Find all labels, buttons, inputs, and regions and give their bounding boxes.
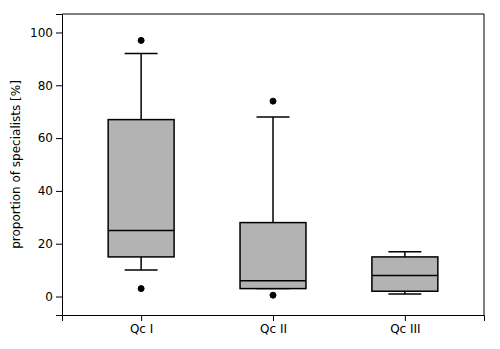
- y-axis-line: [56, 15, 63, 316]
- y-tick: 0: [45, 290, 62, 304]
- box-group: [240, 98, 306, 298]
- x-tick-mark: [141, 315, 142, 321]
- x-tick: Qc II: [260, 315, 287, 336]
- y-tick: 40: [38, 184, 62, 198]
- whisker-high: [404, 252, 406, 257]
- y-axis-title: proportion of specialists [%]: [9, 80, 23, 249]
- median: [108, 230, 174, 232]
- y-tick-label: 40: [38, 184, 53, 198]
- y-tick-mark: [56, 297, 62, 298]
- y-tick-label: 60: [38, 131, 53, 145]
- y-tick: 100: [30, 26, 62, 40]
- box-group: [108, 37, 174, 291]
- flier: [138, 37, 144, 43]
- cap-low: [125, 269, 158, 271]
- y-tick-mark: [56, 32, 62, 33]
- y-tick: 80: [38, 79, 62, 93]
- cap-high: [388, 251, 421, 253]
- y-tick-mark: [56, 85, 62, 86]
- y-tick-mark: [56, 191, 62, 192]
- box: [108, 120, 174, 257]
- x-tick-mark: [273, 315, 274, 321]
- x-tick-label: Qc I: [130, 322, 153, 336]
- flier: [270, 98, 276, 104]
- y-tick-label: 80: [38, 79, 53, 93]
- y-tick: 60: [38, 131, 62, 145]
- x-tick: Qc III: [390, 315, 420, 336]
- x-tick-label: Qc III: [390, 322, 420, 336]
- box: [372, 257, 438, 291]
- x-tick-mark: [405, 315, 406, 321]
- x-tick-label: Qc II: [260, 322, 287, 336]
- frame-top: [62, 14, 484, 15]
- median: [372, 275, 438, 277]
- box-group: [372, 252, 438, 294]
- whisker-high: [140, 54, 142, 120]
- whisker-low: [140, 257, 142, 270]
- y-tick-label: 20: [38, 237, 53, 251]
- box: [240, 223, 306, 289]
- y-axis: 0 20 40 60 80 100: [30, 15, 62, 316]
- chart-container: 0 20 40 60 80 100 Qc I Qc II Qc III proportion of…: [0, 0, 500, 349]
- cap-high: [257, 116, 290, 118]
- cap-low: [388, 293, 421, 295]
- median: [240, 280, 306, 282]
- x-axis-line: [63, 316, 485, 322]
- frame-right: [484, 14, 485, 315]
- y-tick: 20: [38, 237, 62, 251]
- y-tick-mark: [56, 244, 62, 245]
- y-tick-label: 100: [30, 26, 53, 40]
- whisker-high: [272, 117, 274, 223]
- y-tick-mark: [56, 138, 62, 139]
- chart-svg: 0 20 40 60 80 100 Qc I Qc II Qc III proportion of…: [0, 0, 500, 349]
- flier: [138, 286, 144, 292]
- x-axis: Qc I Qc II Qc III: [63, 315, 485, 336]
- x-tick: Qc I: [130, 315, 153, 336]
- flier: [270, 292, 276, 298]
- plot-area: [108, 37, 438, 298]
- y-tick-label: 0: [45, 290, 53, 304]
- cap-high: [125, 53, 158, 55]
